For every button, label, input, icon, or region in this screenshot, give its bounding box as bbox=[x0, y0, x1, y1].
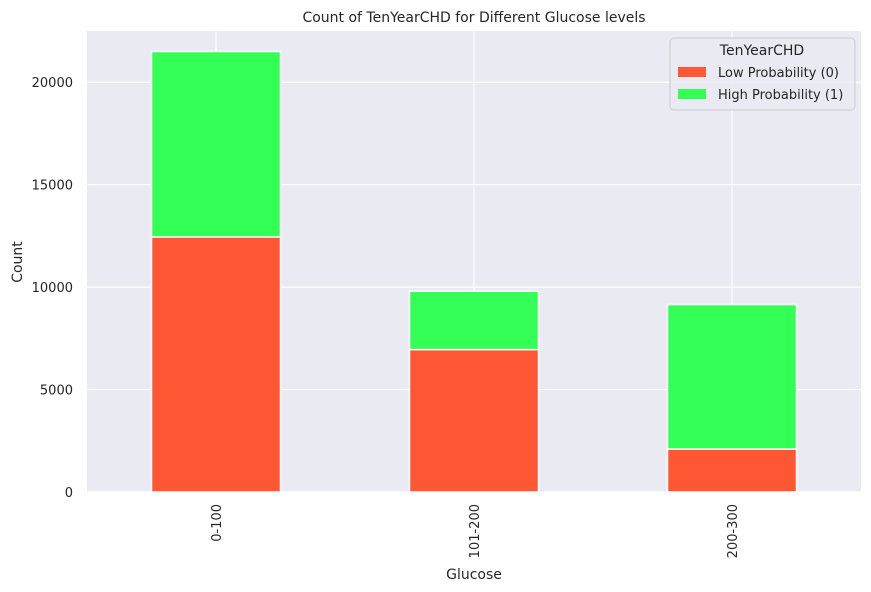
bar-101-200-series-0 bbox=[408, 348, 540, 493]
bar-200-300-series-0 bbox=[666, 448, 798, 493]
y-tick-label: 5000 bbox=[40, 384, 73, 399]
y-tick-labels: 0 5000 10000 15000 20000 bbox=[32, 76, 73, 501]
legend-label-low-probability: Low Probability (0) bbox=[718, 66, 839, 81]
bar-0-100-series-0 bbox=[150, 236, 282, 493]
y-tick-label: 20000 bbox=[32, 76, 73, 91]
x-tick-label: 101-200 bbox=[468, 504, 483, 558]
bars bbox=[150, 50, 798, 493]
chart-title: Count of TenYearCHD for Different Glucos… bbox=[302, 10, 645, 26]
legend-swatch-low-probability bbox=[678, 67, 706, 77]
y-tick-label: 10000 bbox=[32, 281, 73, 296]
y-tick-label: 15000 bbox=[32, 179, 73, 194]
x-tick-labels: 0-100 101-200 200-300 bbox=[210, 504, 741, 558]
legend: TenYearCHD Low Probability (0) High Prob… bbox=[669, 37, 856, 111]
x-tick-label: 0-100 bbox=[210, 504, 225, 542]
legend-swatch-high-probability bbox=[678, 89, 706, 99]
legend-title: TenYearCHD bbox=[719, 43, 804, 59]
legend-label-high-probability: High Probability (1) bbox=[718, 88, 843, 103]
bar-200-300-series-1 bbox=[666, 303, 798, 450]
legend-box bbox=[669, 37, 856, 111]
x-axis-label: Glucose bbox=[446, 567, 502, 583]
bar-0-100-series-1 bbox=[150, 50, 282, 238]
x-tick-label: 200-300 bbox=[726, 504, 741, 558]
y-tick-label: 0 bbox=[65, 486, 73, 501]
bar-101-200-series-1 bbox=[408, 290, 540, 351]
y-axis-label: Count bbox=[10, 241, 26, 283]
